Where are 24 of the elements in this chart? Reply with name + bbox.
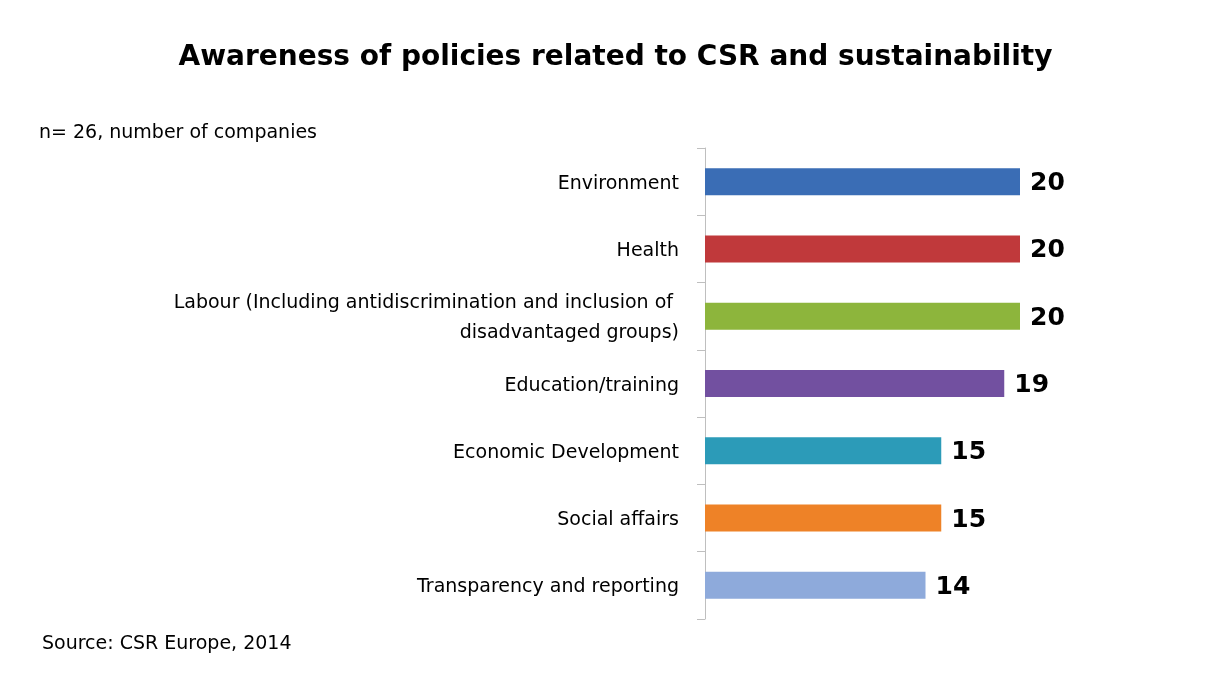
- bar: [705, 571, 926, 599]
- bar: [705, 370, 1005, 397]
- text: n= 26, number of companies: [39, 119, 317, 142]
- bar: [705, 504, 942, 532]
- y-tick-label: Social affairs: [557, 507, 679, 530]
- y-tick-label: Economic Development: [453, 439, 679, 462]
- y-tick-label: Labour (Including antidiscrimination and inclusion of disadvantaged groups): [173, 290, 679, 343]
- bar: [705, 437, 942, 465]
- y-tick-label: Health: [616, 237, 679, 260]
- y-tick-label: Education/training: [504, 372, 679, 395]
- data-label: 20: [1030, 234, 1065, 264]
- y-tick-label: Transparency and reporting: [416, 574, 679, 597]
- data-label: 19: [1014, 369, 1050, 398]
- data-label: 15: [951, 436, 987, 466]
- source-note: Source: CSR Europe, 2014: [42, 630, 292, 653]
- data-label: 20: [1030, 167, 1065, 197]
- bar: [705, 235, 1020, 263]
- bar: [705, 302, 1020, 330]
- data-label: 20: [1030, 301, 1065, 331]
- data-label: 15: [951, 503, 987, 533]
- data-label: 14: [935, 570, 971, 600]
- y-tick-label: Environment: [557, 170, 679, 193]
- chart-title: Awareness of policies related to CSR and sustainability: [178, 38, 1053, 72]
- bar: [705, 168, 1020, 196]
